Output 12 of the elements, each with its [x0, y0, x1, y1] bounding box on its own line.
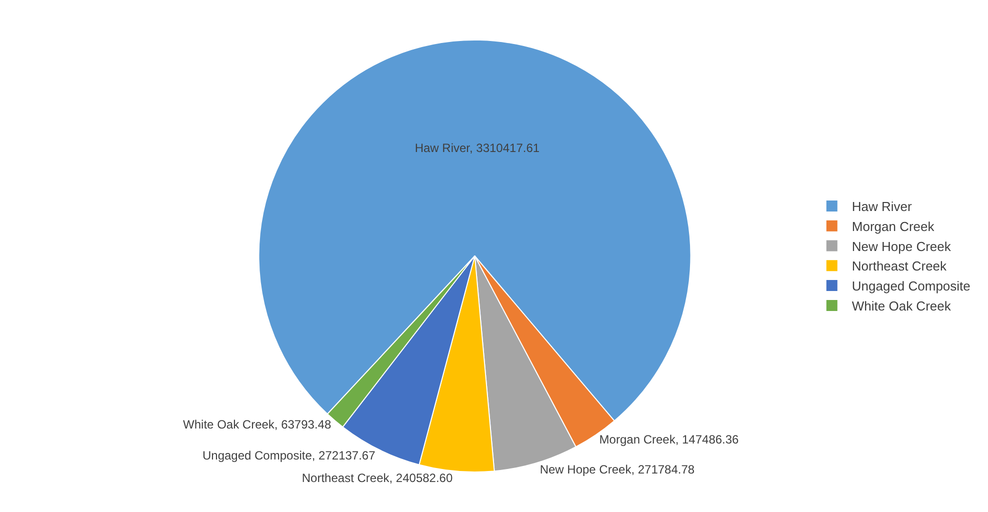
- legend-label: Morgan Creek: [852, 218, 935, 234]
- legend-label: New Hope Creek: [852, 238, 952, 254]
- data-label: Ungaged Composite, 272137.67: [202, 448, 376, 462]
- legend-label: Northeast Creek: [852, 258, 948, 274]
- legend-label: Haw River: [852, 199, 913, 214]
- data-label: White Oak Creek, 63793.48: [183, 418, 332, 432]
- legend-label: White Oak Creek: [852, 298, 952, 314]
- data-label: Northeast Creek, 240582.60: [302, 471, 453, 486]
- legend-label: Ungaged Composite: [852, 278, 970, 294]
- data-label: New Hope Creek, 271784.78: [540, 462, 695, 476]
- data-label: Morgan Creek, 147486.36: [599, 432, 740, 447]
- data-label: Haw River, 3310417.61: [414, 141, 540, 156]
